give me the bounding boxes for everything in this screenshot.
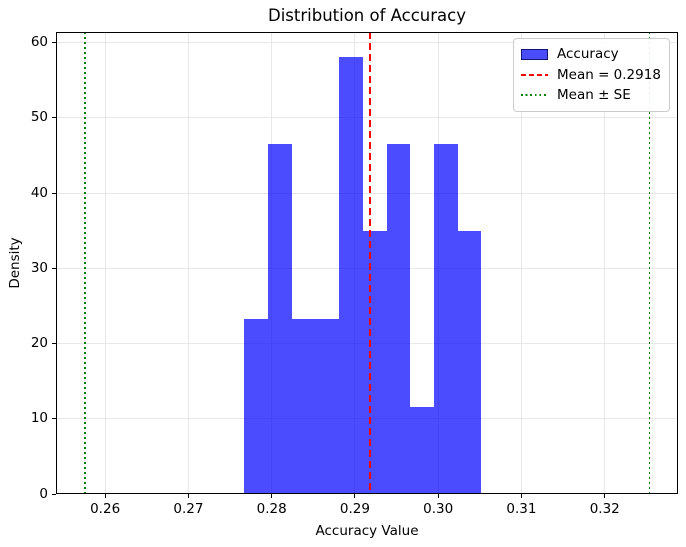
se-line — [648, 32, 651, 494]
gridline-x — [520, 32, 522, 494]
x-tick-label: 0.32 — [589, 501, 620, 517]
mean-line — [368, 32, 371, 494]
histogram-bar — [363, 231, 387, 494]
legend-label: Mean ± SE — [557, 87, 631, 104]
y-tick-label: 30 — [30, 259, 48, 276]
legend: Accuracy Mean = 0.2918 Mean ± SE — [513, 38, 670, 112]
y-tick-label: 40 — [30, 184, 48, 201]
chart-title: Distribution of Accuracy — [268, 6, 466, 25]
x-tick-label: 0.31 — [506, 501, 537, 517]
legend-label: Accuracy — [557, 46, 619, 63]
se-line — [84, 32, 86, 494]
tick-mark — [52, 192, 56, 194]
y-tick-label: 10 — [30, 410, 48, 427]
tick-mark — [354, 494, 356, 498]
histogram-bar — [244, 318, 268, 494]
histogram-bar — [387, 144, 410, 494]
x-axis-label: Accuracy Value — [315, 523, 419, 539]
gridline-x — [604, 32, 606, 494]
gridline-y — [56, 42, 678, 44]
histogram-bar — [315, 318, 339, 494]
legend-patch-swatch — [521, 48, 548, 60]
legend-item: Accuracy — [521, 44, 662, 65]
histogram-bar — [339, 56, 363, 494]
legend-dashed-line-swatch — [521, 73, 548, 76]
tick-mark — [271, 494, 273, 498]
gridline-y — [56, 117, 678, 119]
tick-mark — [104, 494, 106, 498]
gridline-y — [56, 192, 678, 194]
x-tick-label: 0.30 — [423, 501, 454, 517]
y-tick-label: 0 — [39, 485, 48, 502]
histogram-bar — [292, 318, 315, 494]
legend-item: Mean = 0.2918 — [521, 65, 662, 86]
histogram-bar — [268, 144, 292, 494]
x-tick-label: 0.27 — [173, 501, 204, 517]
tick-mark — [604, 494, 606, 498]
x-tick-label: 0.28 — [256, 501, 287, 517]
tick-mark — [52, 493, 56, 495]
histogram-bar — [410, 406, 434, 494]
histogram-bar — [458, 231, 481, 494]
x-tick-label: 0.29 — [339, 501, 370, 517]
gridline-x — [104, 32, 106, 494]
y-tick-label: 20 — [30, 335, 48, 351]
y-tick-label: 50 — [30, 109, 48, 126]
tick-mark — [52, 42, 56, 44]
x-tick-label: 0.26 — [90, 501, 121, 517]
tick-mark — [52, 418, 56, 420]
tick-mark — [52, 343, 56, 344]
histogram-bar — [434, 144, 458, 494]
tick-mark — [52, 267, 56, 269]
tick-mark — [187, 494, 189, 498]
tick-mark — [520, 494, 522, 498]
legend-item: Mean ± SE — [521, 85, 662, 106]
tick-mark — [52, 117, 56, 119]
gridline-x — [187, 32, 189, 494]
legend-dotted-line-swatch — [521, 94, 548, 97]
y-tick-label: 60 — [30, 34, 48, 51]
legend-label: Mean = 0.2918 — [557, 66, 661, 83]
tick-mark — [437, 494, 439, 498]
